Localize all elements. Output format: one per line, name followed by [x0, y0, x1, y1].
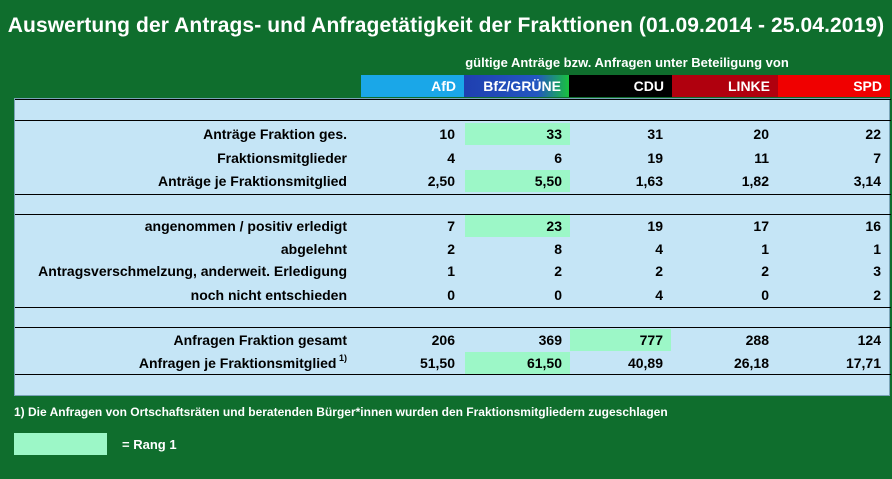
- table-cell: 124: [857, 332, 881, 348]
- table-cell: 19: [647, 150, 663, 166]
- row-divider: [15, 374, 891, 375]
- rank1-cell: 23: [465, 215, 570, 237]
- legend-label: = Rang 1: [122, 437, 177, 452]
- table-cell: 7: [873, 150, 881, 166]
- row-divider: [15, 327, 891, 328]
- row-label: Anfragen je Fraktionsmitglied 1): [138, 353, 347, 371]
- table-cell: 369: [538, 332, 562, 348]
- table-cell: 31: [647, 126, 663, 142]
- table-cell: 2: [655, 263, 663, 279]
- rank1-cell: 33: [465, 123, 570, 145]
- table-cell: 2: [761, 263, 769, 279]
- footnote: 1) Die Anfragen von Ortschaftsräten und …: [14, 405, 668, 419]
- table-cell: 288: [745, 332, 769, 348]
- table-cell: 0: [447, 287, 455, 303]
- row-label: Antragsverschmelzung, anderweit. Erledig…: [38, 263, 347, 279]
- table-cell: 3,14: [853, 173, 881, 189]
- row-divider: [15, 194, 891, 195]
- column-header: CDU: [569, 75, 672, 97]
- table-cell: 2,50: [427, 173, 455, 189]
- table-cell: 2: [873, 287, 881, 303]
- table-cell: 4: [447, 150, 455, 166]
- table-cell: 1: [447, 263, 455, 279]
- table-cell: 1,63: [635, 173, 663, 189]
- rank1-cell: 5,50: [465, 170, 570, 192]
- row-label: noch nicht entschieden: [190, 287, 347, 303]
- table-cell: 1: [873, 241, 881, 257]
- row-label: Anfragen Fraktion gesamt: [173, 332, 347, 348]
- row-divider: [15, 120, 891, 121]
- table-cell: 20: [753, 126, 769, 142]
- row-label: angenommen / positiv erledigt: [144, 218, 347, 234]
- rank1-cell: 777: [570, 329, 671, 351]
- column-header: BfZ/GRÜNE: [464, 75, 569, 97]
- column-header: AfD: [361, 75, 464, 97]
- table-cell: 0: [761, 287, 769, 303]
- table-cell: 7: [447, 218, 455, 234]
- data-table: Anträge Fraktion ges. 10 33 31 20 22 Fraktions…: [14, 98, 891, 396]
- table-cell: 10: [439, 126, 455, 142]
- chart-title: Auswertung der Antrags- und Anfragetätig…: [7, 14, 885, 37]
- column-header: LINKE: [672, 75, 778, 97]
- footnote-marker: 1): [336, 353, 347, 363]
- rank1-cell: 61,50: [465, 352, 570, 374]
- table-cell: 11: [754, 150, 769, 166]
- legend-swatch: [14, 433, 107, 455]
- row-label: Anträge je Fraktionsmitglied: [157, 173, 347, 189]
- row-divider: [15, 99, 891, 100]
- table-cell: 3: [873, 263, 881, 279]
- table-cell: 1,82: [741, 173, 769, 189]
- table-cell: 17,71: [845, 355, 881, 371]
- table-cell: 22: [865, 126, 881, 142]
- row-divider: [15, 214, 891, 215]
- table-cell: 26,18: [733, 355, 769, 371]
- table-cell: 4: [655, 241, 663, 257]
- table-cell: 40,89: [627, 355, 663, 371]
- row-divider: [15, 307, 891, 308]
- table-cell: 51,50: [419, 355, 455, 371]
- row-label: abgelehnt: [280, 241, 347, 257]
- table-cell: 17: [753, 218, 769, 234]
- table-cell: 16: [865, 218, 881, 234]
- table-cell: 0: [554, 287, 562, 303]
- chart-subtitle: gültige Anträge bzw. Anfragen unter Bete…: [465, 55, 789, 70]
- table-cell: 19: [647, 218, 663, 234]
- column-header: SPD: [778, 75, 890, 97]
- table-cell: 1: [761, 241, 769, 257]
- table-cell: 206: [431, 332, 455, 348]
- row-label: Fraktionsmitglieder: [217, 150, 347, 166]
- table-cell: 6: [554, 150, 562, 166]
- table-cell: 4: [655, 287, 663, 303]
- table-cell: 2: [554, 263, 562, 279]
- row-label: Anträge Fraktion ges.: [203, 126, 347, 142]
- table-cell: 2: [447, 241, 455, 257]
- table-cell: 8: [554, 241, 562, 257]
